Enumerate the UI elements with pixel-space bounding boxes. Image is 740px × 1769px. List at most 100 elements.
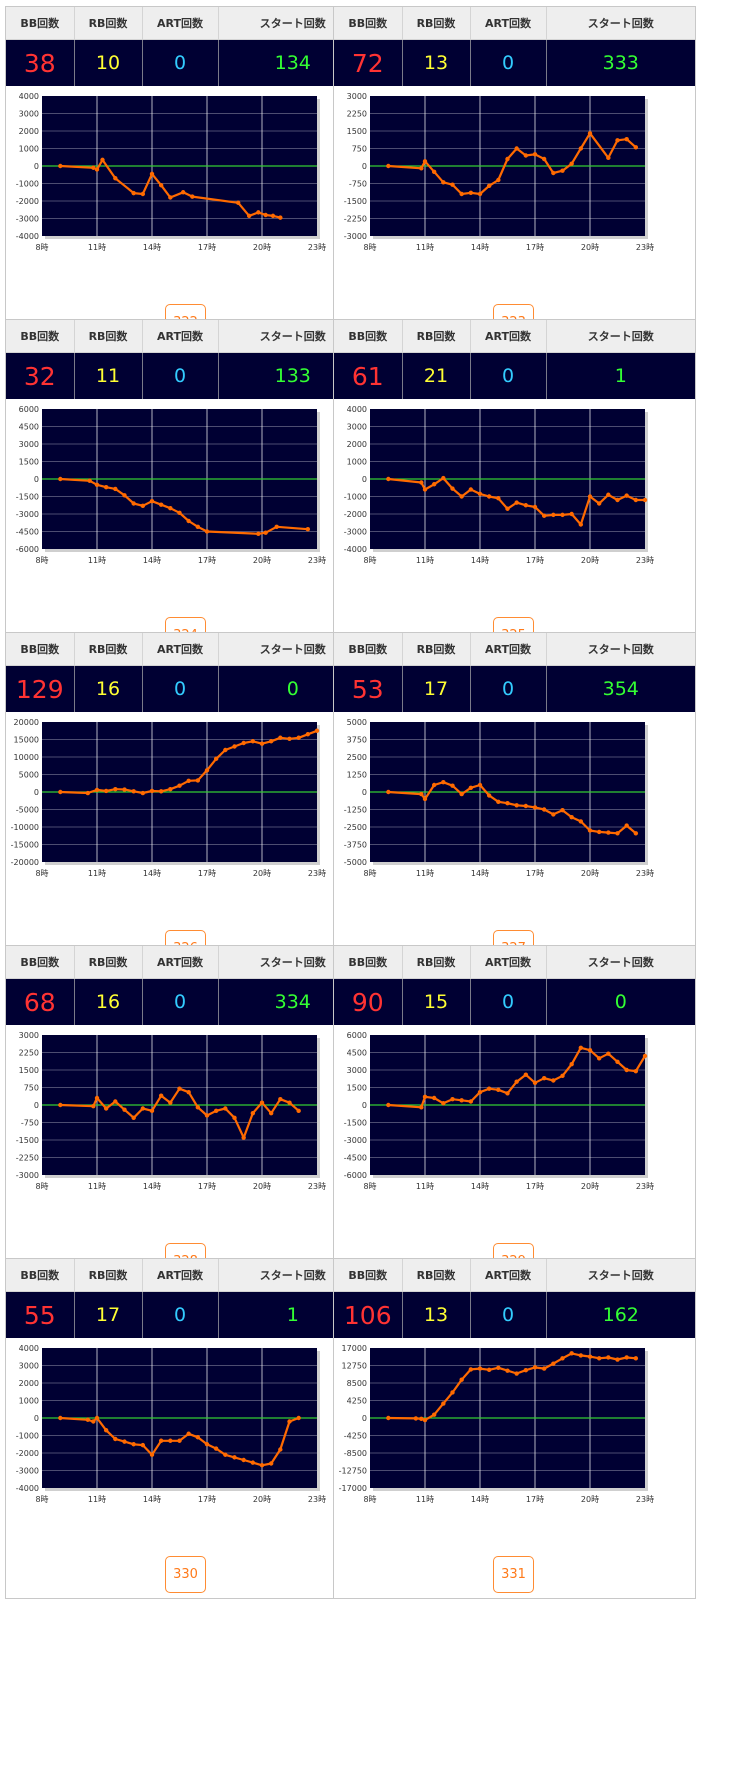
x-tick-label: 17時 — [526, 1182, 544, 1191]
data-point — [177, 1086, 182, 1091]
data-point — [213, 756, 219, 761]
y-tick-label: 6000 — [19, 406, 39, 414]
rb-count: 15 — [402, 978, 471, 1025]
data-point — [168, 787, 173, 792]
data-point — [615, 138, 620, 143]
y-tick-label: 2250 — [347, 110, 367, 119]
y-tick-label: -1250 — [344, 806, 367, 815]
header-bb: BB回数 — [334, 946, 403, 979]
data-point — [140, 1442, 146, 1448]
data-point — [468, 785, 474, 790]
stats-table: BB回数 RB回数 ART回数 スタート回数 129 16 0 0 — [6, 633, 367, 712]
data-point — [314, 728, 320, 733]
data-point — [58, 789, 63, 795]
art-count: 0 — [470, 352, 547, 399]
header-bb: BB回数 — [334, 633, 403, 666]
y-tick-label: -1500 — [344, 1119, 367, 1128]
bb-count: 68 — [6, 978, 75, 1025]
header-rb: RB回数 — [402, 633, 471, 666]
header-art: ART回数 — [142, 320, 219, 353]
x-tick-label: 8時 — [35, 1182, 48, 1191]
data-point — [642, 497, 648, 503]
start-count: 0 — [546, 978, 695, 1025]
header-rb: RB回数 — [74, 320, 143, 353]
data-point — [113, 1099, 118, 1104]
data-point — [486, 494, 492, 499]
stats-table: BB回数 RB回数 ART回数 スタート回数 90 15 0 0 — [334, 946, 695, 1025]
data-point — [278, 215, 283, 220]
machine-number-link[interactable]: 330 — [165, 1556, 206, 1593]
slump-graph: 17000 12750 8500 4250 0 -4250 -8500 -12750 -1700… — [339, 1345, 654, 1504]
header-bb: BB回数 — [334, 1259, 403, 1292]
rb-count: 13 — [402, 39, 471, 86]
header-art: ART回数 — [142, 1259, 219, 1292]
data-point — [587, 131, 593, 136]
x-tick-label: 11時 — [88, 243, 106, 252]
y-tick-label: -4000 — [16, 1484, 39, 1493]
x-tick-label: 8時 — [363, 556, 376, 565]
header-rb: RB回数 — [74, 633, 143, 666]
rb-count: 16 — [74, 978, 143, 1025]
data-point — [94, 1095, 100, 1101]
x-tick-label: 23時 — [636, 243, 654, 252]
header-start: スタート回数 — [546, 7, 695, 40]
rb-count: 17 — [402, 665, 471, 712]
data-point — [459, 791, 464, 797]
data-point — [100, 157, 105, 163]
y-tick-label: -15000 — [11, 841, 39, 850]
data-point — [149, 1452, 155, 1457]
machine-number-link[interactable]: 331 — [493, 1556, 534, 1593]
x-tick-label: 11時 — [416, 556, 434, 565]
header-art: ART回数 — [142, 7, 219, 40]
bb-count: 129 — [6, 665, 75, 712]
data-point — [459, 1377, 464, 1382]
y-tick-label: -2000 — [16, 197, 39, 206]
data-point — [177, 1438, 182, 1443]
data-point — [450, 182, 455, 187]
y-tick-label: 0 — [34, 1101, 39, 1110]
y-tick-label: -1000 — [344, 493, 367, 502]
data-point — [468, 487, 474, 492]
data-point — [158, 502, 164, 507]
data-point — [103, 1428, 109, 1433]
art-count: 0 — [142, 352, 219, 399]
data-point — [532, 152, 538, 157]
machine-card: BB回数 RB回数 ART回数 スタート回数 61 21 0 1 325 400… — [333, 319, 696, 660]
art-count: 0 — [470, 978, 547, 1025]
data-point — [523, 503, 529, 508]
data-point — [523, 803, 529, 809]
data-point — [615, 497, 620, 503]
y-tick-label: -4250 — [344, 1432, 367, 1441]
data-point — [496, 1365, 501, 1370]
data-point — [541, 513, 547, 518]
x-tick-label: 23時 — [636, 1182, 654, 1191]
y-tick-label: -750 — [349, 180, 367, 189]
header-rb: RB回数 — [74, 1259, 143, 1292]
data-point — [149, 1108, 155, 1114]
x-tick-label: 17時 — [198, 556, 216, 565]
rb-count: 13 — [402, 1291, 471, 1338]
data-point — [578, 146, 584, 151]
data-point — [85, 790, 91, 796]
data-point — [131, 190, 136, 196]
slump-graph: 6000 4500 3000 1500 0 -1500 -3000 -4500 -6000 8時 1… — [344, 1032, 654, 1191]
data-point — [232, 1115, 237, 1121]
slump-graph: 4000 3000 2000 1000 0 -1000 -2000 -3000 -4000 8時 1… — [16, 1345, 326, 1504]
data-point — [477, 491, 483, 497]
data-point — [168, 195, 173, 200]
y-tick-label: -3000 — [16, 215, 39, 224]
data-point — [431, 169, 437, 175]
data-point — [113, 176, 118, 181]
y-tick-label: 4500 — [19, 423, 39, 432]
data-point — [168, 1100, 173, 1105]
data-point — [633, 831, 639, 836]
y-tick-label: -20000 — [11, 858, 39, 867]
data-point — [131, 501, 136, 506]
data-point — [305, 732, 311, 737]
y-tick-label: -4000 — [344, 545, 367, 554]
y-tick-label: -3750 — [344, 841, 367, 850]
data-point — [606, 830, 611, 835]
x-tick-label: 17時 — [198, 869, 216, 878]
x-tick-label: 8時 — [363, 1182, 376, 1191]
data-point — [158, 789, 164, 794]
